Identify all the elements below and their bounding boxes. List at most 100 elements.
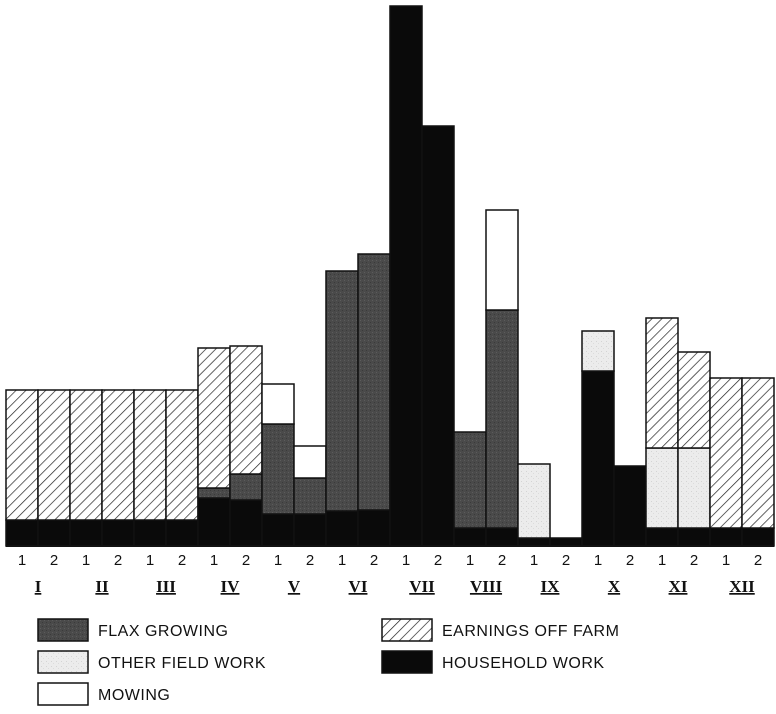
bar-segment-mowing <box>293 445 327 479</box>
tick-label: 2 <box>754 552 762 569</box>
month-label: IV <box>221 577 241 596</box>
month-label: III <box>156 577 176 596</box>
tick-label: 2 <box>434 552 442 569</box>
bar-segment-household <box>261 513 295 547</box>
bar-segment-household <box>5 519 39 547</box>
bar-segment-household <box>37 519 71 547</box>
tick-label: 1 <box>18 552 26 569</box>
tick-label: 1 <box>466 552 474 569</box>
tick-label: 1 <box>274 552 282 569</box>
tick-label: 1 <box>210 552 218 569</box>
bar-segment-household <box>581 370 615 547</box>
bar-segment-household <box>133 519 167 547</box>
bar-segment-earnings <box>677 351 711 449</box>
legend-label-household: HOUSEHOLD WORK <box>442 655 605 672</box>
month-label: XII <box>729 577 755 596</box>
bar-segment-flax <box>485 309 519 529</box>
legend-swatch-earnings <box>381 618 433 642</box>
month-label: X <box>608 577 621 596</box>
legend-swatch-flax <box>37 618 89 642</box>
bar-segment-household <box>613 465 647 547</box>
bar-segment-household <box>197 497 231 547</box>
tick-label: 1 <box>146 552 154 569</box>
bar-segment-mowing <box>485 209 519 311</box>
legend-label-mowing: MOWING <box>98 687 170 704</box>
bar-segment-other <box>645 447 679 529</box>
legend-swatch-household <box>381 650 433 674</box>
bar-segment-household <box>677 527 711 547</box>
tick-label: 2 <box>562 552 570 569</box>
bar-segment-household <box>101 519 135 547</box>
bar-segment-household <box>389 5 423 547</box>
bar-segment-earnings <box>69 389 103 521</box>
legend-label-flax: FLAX GROWING <box>98 623 228 640</box>
bar-segment-earnings <box>101 389 135 521</box>
legend-label-earnings: EARNINGS OFF FARM <box>442 623 619 640</box>
month-label: I <box>35 577 42 596</box>
bar-segment-flax <box>453 431 487 529</box>
bar-segment-flax <box>197 487 231 499</box>
bars-layer <box>5 5 775 547</box>
bar-segment-earnings <box>197 347 231 489</box>
bar-segment-flax <box>357 253 391 511</box>
bar-segment-household <box>421 125 455 547</box>
bar-segment-household <box>293 513 327 547</box>
tick-label: 2 <box>690 552 698 569</box>
bar-segment-household <box>549 537 583 547</box>
month-label: IX <box>541 577 561 596</box>
legend-swatch-mowing <box>37 682 89 706</box>
bar-segment-household <box>517 537 551 547</box>
bar-segment-earnings <box>165 389 199 521</box>
tick-label: 2 <box>50 552 58 569</box>
bar-segment-earnings <box>5 389 39 521</box>
bar-segment-household <box>485 527 519 547</box>
tick-label: 1 <box>594 552 602 569</box>
tick-label: 2 <box>370 552 378 569</box>
bar-segment-household <box>229 499 263 547</box>
bar-segment-household <box>325 510 359 547</box>
tick-label: 1 <box>338 552 346 569</box>
month-labels: I II III IV V VI VII VIII IX X XI XII <box>35 577 755 596</box>
month-label: V <box>288 577 301 596</box>
month-label: VI <box>349 577 368 596</box>
tick-label: 2 <box>306 552 314 569</box>
bar-segment-earnings <box>37 389 71 521</box>
bar-segment-household <box>69 519 103 547</box>
month-label: XI <box>669 577 688 596</box>
legend-label-other: OTHER FIELD WORK <box>98 655 266 672</box>
bar-segment-earnings <box>645 317 679 449</box>
bar-segment-other <box>517 463 551 539</box>
tick-label: 1 <box>82 552 90 569</box>
bar-segment-mowing <box>261 383 295 425</box>
bar-segment-household <box>709 527 743 547</box>
half-month-tick-labels: 1 2 1 2 1 2 1 2 1 2 1 2 1 2 1 2 1 2 1 2 1 2 1 2 <box>18 552 762 569</box>
tick-label: 2 <box>626 552 634 569</box>
bar-segment-household <box>645 527 679 547</box>
tick-label: 2 <box>498 552 506 569</box>
bar-segment-flax <box>325 270 359 512</box>
bar-segment-earnings <box>741 377 775 529</box>
tick-label: 2 <box>178 552 186 569</box>
tick-label: 2 <box>242 552 250 569</box>
legend: FLAX GROWING OTHER FIELD WORK MOWING EARNIN… <box>37 618 619 706</box>
bar-segment-earnings <box>133 389 167 521</box>
bar-segment-other <box>581 330 615 372</box>
bar-segment-household <box>165 519 199 547</box>
month-label: II <box>95 577 109 596</box>
bar-segment-other <box>677 447 711 529</box>
bar-segment-earnings <box>229 345 263 475</box>
legend-swatch-other <box>37 650 89 674</box>
tick-label: 1 <box>402 552 410 569</box>
bar-segment-household <box>453 527 487 547</box>
tick-label: 2 <box>114 552 122 569</box>
month-label: VII <box>409 577 435 596</box>
bar-segment-household <box>357 509 391 547</box>
bar-segment-household <box>741 527 775 547</box>
bar-segment-flax <box>261 423 295 515</box>
month-label: VIII <box>470 577 503 596</box>
tick-label: 1 <box>658 552 666 569</box>
bar-segment-earnings <box>709 377 743 529</box>
bar-segment-flax <box>293 477 327 515</box>
